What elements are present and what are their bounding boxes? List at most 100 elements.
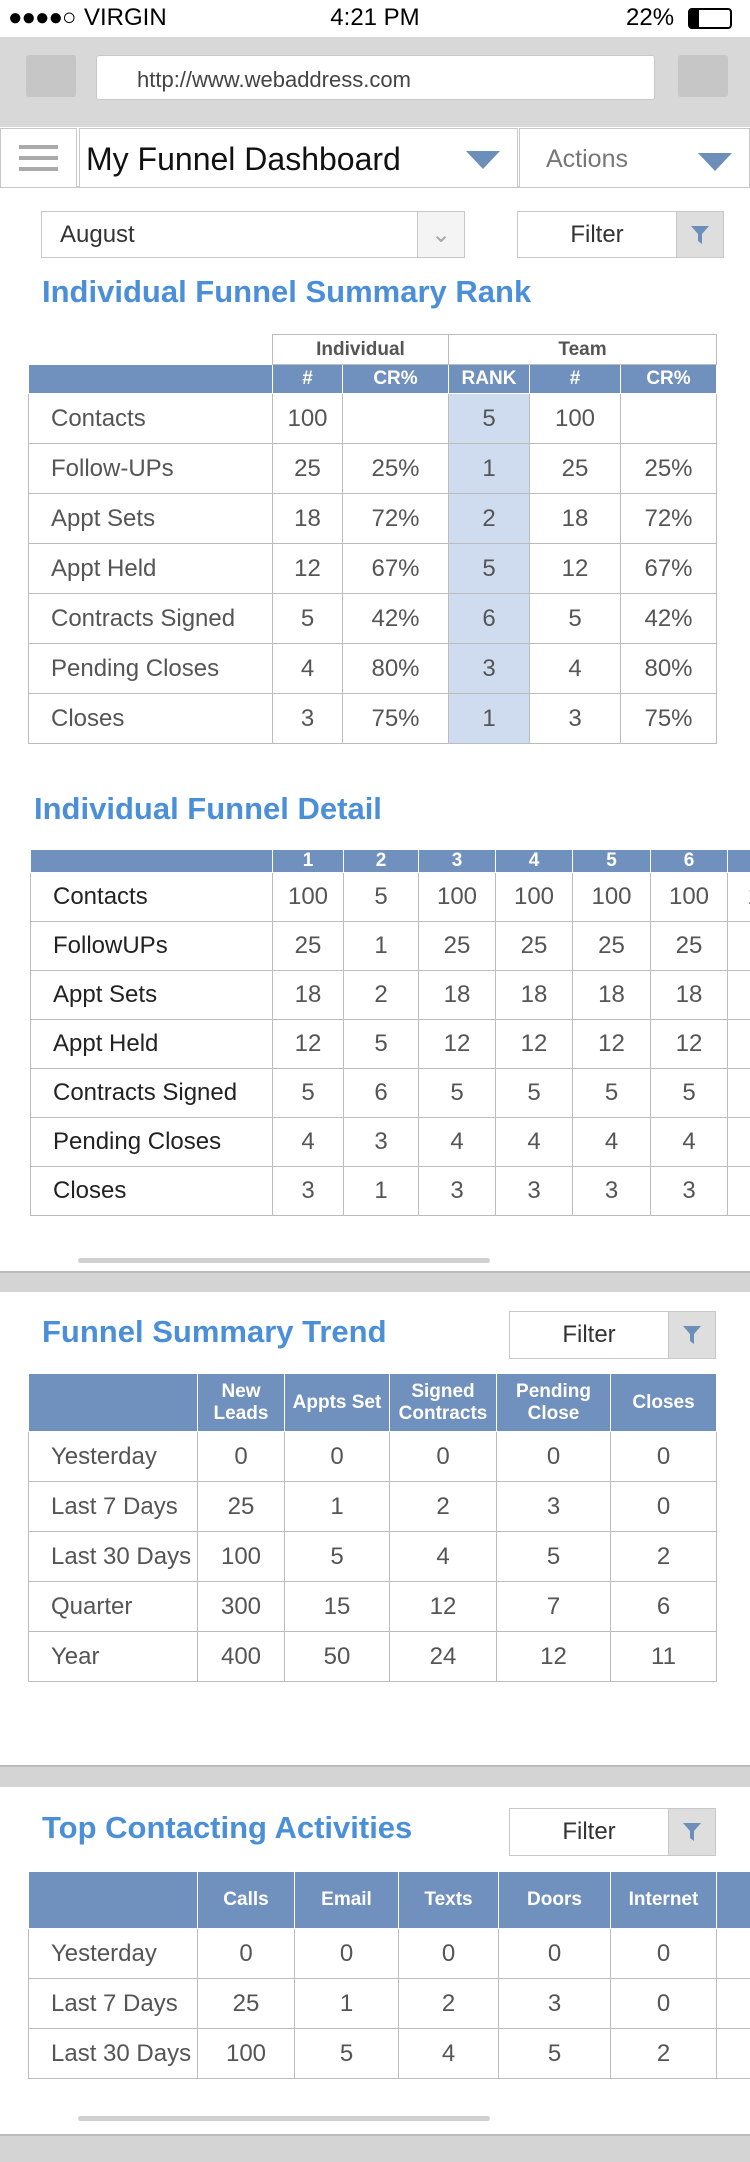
cell: 100 (650, 872, 728, 922)
cell: 25 (727, 921, 750, 971)
cell: 0 (197, 1431, 285, 1482)
row: Yesterday 0 0 0 0 0 (28, 1431, 717, 1482)
cell: 0 (610, 1928, 717, 1979)
column-header: RANK (448, 364, 530, 394)
cell: 0 (197, 1928, 295, 1979)
cell: 25 (272, 921, 344, 971)
row: Closes3133333 (30, 1166, 750, 1216)
dashboard-select[interactable]: My Funnel Dashboard (79, 128, 518, 188)
row-label: Appt Sets (30, 970, 273, 1020)
cell: 100 (272, 872, 344, 922)
row-label: Closes (30, 1166, 273, 1216)
cell: 0 (610, 1978, 717, 2029)
cell: 1 (448, 443, 530, 494)
cell: 2 (610, 1531, 717, 1582)
cell: 3 (572, 1166, 651, 1216)
section-title: Top Contacting Activities (42, 1810, 413, 1845)
status-bar: ●●●●○ VIRGIN 4:21 PM 22% (0, 0, 750, 37)
cell: 3 (272, 693, 343, 744)
back-button[interactable] (26, 55, 76, 97)
column-header: CR% (619, 364, 718, 394)
cell: 4 (727, 1117, 750, 1167)
cell: 5 (343, 872, 419, 922)
column-header: New Leads (197, 1373, 285, 1432)
cell: 5 (284, 1531, 390, 1582)
cell: 5 (448, 543, 530, 594)
menu-button[interactable] (678, 55, 728, 97)
row: Yesterday 0 0 0 0 0 (28, 1928, 750, 1979)
cell: 18 (650, 970, 728, 1020)
cell: 0 (610, 1431, 717, 1482)
row: Follow-UPs 25 25% 1 25 25% (28, 443, 718, 494)
cell: 100 (197, 2028, 295, 2079)
cell: 1 (343, 1166, 419, 1216)
cell: 12 (495, 1019, 573, 1069)
group-header: Team (447, 334, 718, 365)
column-header: 1 (272, 849, 344, 873)
cell: 100 (418, 872, 496, 922)
filter-button[interactable]: Filter (509, 1311, 716, 1359)
month-value: August (60, 220, 135, 248)
cell: 25% (342, 443, 449, 494)
battery-text: 22% (626, 4, 675, 31)
cell: 0 (496, 1431, 611, 1482)
cell: 12 (418, 1019, 496, 1069)
cell: 2 (398, 1978, 499, 2029)
column-header: Doors (498, 1871, 611, 1929)
cell: 0 (498, 1928, 611, 1979)
cell (716, 1928, 750, 1979)
column-header: 4 (495, 849, 573, 873)
cell: 3 (498, 1978, 611, 2029)
cell: 67% (342, 543, 449, 594)
cell: 3 (727, 1166, 750, 1216)
cell: 1 (343, 921, 419, 971)
table: Calls Email Texts Doors Internet Yesterday 0 0 0… (28, 1871, 750, 2079)
cell: 0 (398, 1928, 499, 1979)
column-header: Signed Contracts (389, 1373, 497, 1432)
hamburger[interactable] (0, 128, 77, 188)
header (28, 1373, 198, 1432)
column-header: Appts Set (284, 1373, 390, 1432)
month-select[interactable]: August ⌄ (41, 211, 465, 258)
cell: 12 (727, 1019, 750, 1069)
browser-bar: http://www.webaddress.com (0, 37, 750, 127)
cell: 100 (529, 393, 621, 444)
cell: 4 (398, 2028, 499, 2079)
cell: 5 (529, 593, 621, 644)
cell: 6 (448, 593, 530, 644)
cell: 3 (418, 1166, 496, 1216)
cell: 4 (272, 643, 343, 694)
battery-icon (688, 8, 732, 29)
filter-label: Filter (570, 220, 624, 248)
column-header: Pending Close (496, 1373, 611, 1432)
url-field[interactable]: http://www.webaddress.com (96, 55, 655, 100)
separator (0, 1271, 750, 1292)
cell: 18 (495, 970, 573, 1020)
column-header: Email (294, 1871, 399, 1929)
table: New Leads Appts Set Signed Contracts Pendin… (28, 1373, 717, 1682)
cell: 25 (272, 443, 343, 494)
table: 1234567Contacts1005100100100100100Follow… (30, 849, 750, 1216)
row: Appt Sets 18 72% 2 18 72% (28, 493, 718, 544)
column-header: # (272, 364, 343, 394)
cell: 25 (529, 443, 621, 494)
filter-button[interactable]: Filter (509, 1808, 716, 1856)
row-label: Appt Held (30, 1019, 273, 1069)
row-label: Yesterday (28, 1431, 198, 1482)
column-header: Texts (398, 1871, 499, 1929)
row: Last 30 Days 100 5 4 5 2 (28, 2028, 750, 2079)
cell: 100 (197, 1531, 285, 1582)
actions-menu[interactable]: Actions (519, 128, 750, 188)
row: Pending Closes4344444 (30, 1117, 750, 1167)
cell: 5 (294, 2028, 399, 2079)
filter-button[interactable]: Filter (517, 211, 724, 258)
row-label: Contacts (30, 872, 273, 922)
header-row: 1234567 (30, 849, 750, 873)
cell: 0 (294, 1928, 399, 1979)
row: Closes 3 75% 1 3 75% (28, 693, 718, 744)
cell: 100 (572, 872, 651, 922)
bottom-bar (0, 2134, 750, 2162)
cell: 42% (342, 593, 449, 644)
cell (716, 2028, 750, 2079)
